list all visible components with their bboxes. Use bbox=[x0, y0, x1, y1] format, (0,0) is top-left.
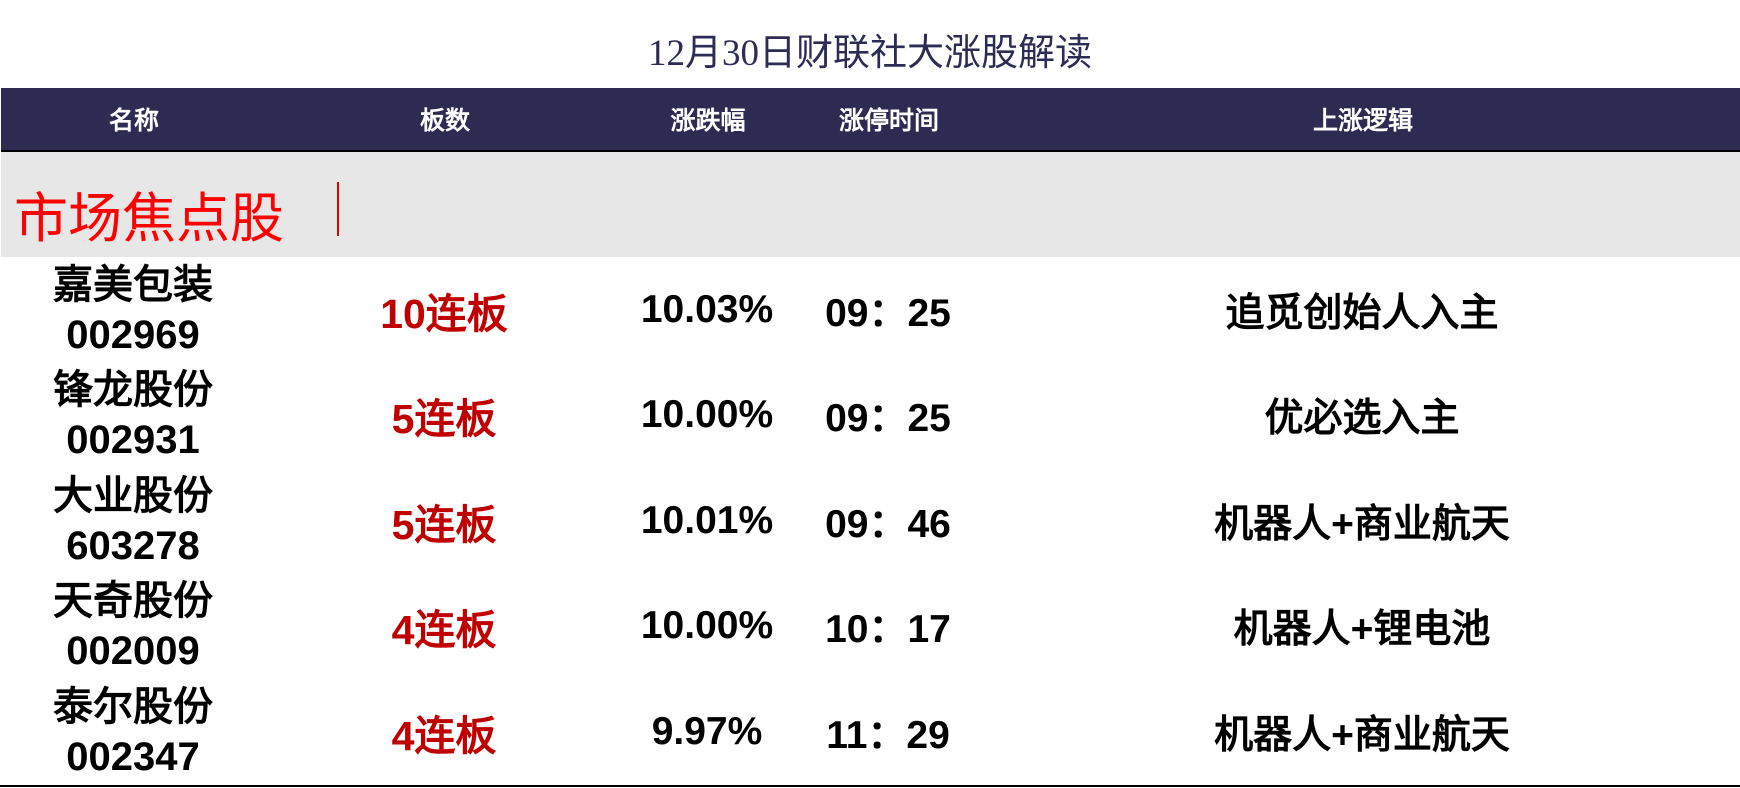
boards-count: 4连板 bbox=[391, 712, 497, 759]
table-row: 锋龙股份 002931 5连板 10.00% 09：25 优必选入主 bbox=[0, 363, 1740, 469]
table-row: 泰尔股份 002347 4连板 9.97% 11：29 机器人+商业航天 bbox=[0, 679, 1740, 785]
table-row: 天奇股份 002009 4连板 10.00% 10：17 机器人+锂电池 bbox=[0, 574, 1740, 680]
limit-up-time: 11：29 bbox=[826, 713, 950, 757]
limit-up-time: 09：46 bbox=[825, 502, 951, 546]
rise-logic: 机器人+商业航天 bbox=[1214, 502, 1510, 546]
column-header-boards: 板数 bbox=[419, 107, 471, 135]
stock-name: 泰尔股份 bbox=[53, 684, 213, 729]
boards-count: 5连板 bbox=[391, 396, 497, 443]
rise-logic: 追觅创始人入主 bbox=[1225, 291, 1499, 335]
stock-cell: 嘉美包装 002969 bbox=[53, 257, 213, 363]
section-header: 市场焦点股 bbox=[1, 152, 1740, 257]
column-header-change: 涨跌幅 bbox=[670, 107, 746, 135]
boards-count: 5连板 bbox=[391, 501, 497, 548]
stock-code: 002347 bbox=[66, 734, 200, 779]
stock-name: 嘉美包装 bbox=[53, 262, 213, 307]
rise-logic: 机器人+锂电池 bbox=[1233, 608, 1491, 652]
stock-name: 天奇股份 bbox=[53, 579, 213, 624]
column-header-limit-time: 涨停时间 bbox=[838, 107, 940, 135]
change-percent: 10.00% bbox=[640, 604, 774, 648]
boards-count: 10连板 bbox=[380, 290, 508, 337]
table-header: 名称 板数 涨跌幅 涨停时间 上涨逻辑 bbox=[1, 88, 1740, 152]
table-row: 嘉美包装 002969 10连板 10.03% 09：25 追觅创始人入主 bbox=[0, 257, 1740, 363]
table-bottom-border bbox=[0, 785, 1740, 787]
stock-code: 002969 bbox=[66, 312, 200, 357]
stock-cell: 泰尔股份 002347 bbox=[53, 679, 213, 785]
table-row: 大业股份 603278 5连板 10.01% 09：46 机器人+商业航天 bbox=[0, 468, 1740, 574]
stock-name: 大业股份 bbox=[53, 473, 213, 518]
stock-cell: 大业股份 603278 bbox=[53, 468, 213, 574]
limit-up-time: 09：25 bbox=[825, 397, 951, 441]
table-body: 嘉美包装 002969 10连板 10.03% 09：25 追觅创始人入主 锋龙… bbox=[0, 257, 1740, 785]
column-header-name: 名称 bbox=[108, 107, 160, 135]
stock-cell: 锋龙股份 002931 bbox=[53, 363, 213, 469]
stock-cell: 天奇股份 002009 bbox=[53, 574, 213, 680]
rise-logic: 优必选入主 bbox=[1264, 397, 1460, 441]
change-percent: 10.00% bbox=[640, 393, 774, 437]
section-divider bbox=[337, 182, 339, 236]
section-title: 市场焦点股 bbox=[14, 189, 284, 249]
page-title: 12月30日财联社大涨股解读 bbox=[648, 33, 1092, 74]
change-percent: 10.03% bbox=[640, 287, 774, 331]
limit-up-time: 09：25 bbox=[825, 291, 951, 335]
change-percent: 10.01% bbox=[640, 498, 774, 542]
change-percent: 9.97% bbox=[651, 709, 763, 753]
stock-code: 002931 bbox=[66, 418, 200, 463]
rise-logic: 机器人+商业航天 bbox=[1214, 713, 1510, 757]
stock-name: 锋龙股份 bbox=[53, 368, 213, 413]
boards-count: 4连板 bbox=[391, 607, 497, 654]
limit-up-time: 10：17 bbox=[825, 608, 951, 652]
column-header-logic: 上涨逻辑 bbox=[1312, 107, 1414, 135]
stock-code: 002009 bbox=[66, 629, 200, 674]
stock-code: 603278 bbox=[66, 523, 200, 568]
